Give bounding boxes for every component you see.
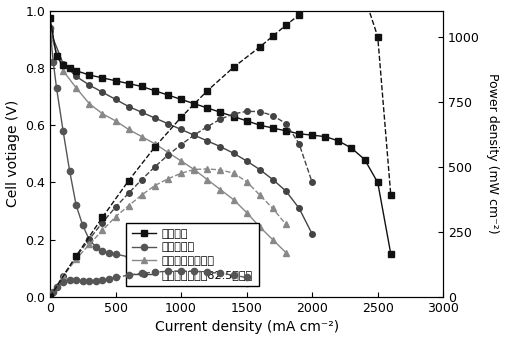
阳极中毒后 [50,60,56,64]
通入纯氮升温至82.5摄氏度 [204,139,210,143]
工作温度通入纯氮 [191,168,197,172]
通入纯氮升温至82.5摄氏度 [217,144,223,149]
Y-axis label: Cell votiage (V): Cell votiage (V) [6,100,20,207]
工作温度通入纯氮 [283,251,289,255]
Y-axis label: Power density (mW cm⁻²): Power density (mW cm⁻²) [486,73,499,234]
通入纯氮升温至82.5摄氏度 [243,159,249,163]
阳极中毒后 [204,272,210,276]
初始性能 [99,76,106,80]
工作温度通入纯氮 [165,150,171,154]
阳极中毒后 [230,278,236,282]
通入纯氮升温至82.5摄氏度 [191,133,197,137]
阳极中毒后 [191,269,197,273]
初始性能 [47,16,53,20]
通入纯氮升温至82.5摄氏度 [270,177,276,182]
通入纯氮升温至82.5摄氏度 [126,104,132,108]
工作温度通入纯氮 [204,177,210,182]
工作温度通入纯氮 [152,142,158,146]
初始性能 [322,135,328,139]
初始性能 [348,146,355,150]
初始性能 [217,110,223,114]
通入纯氮升温至82.5摄氏度 [152,116,158,120]
阳极中毒后 [178,266,184,270]
初始性能 [362,157,368,162]
初始性能 [126,82,132,86]
通入纯氮升温至82.5摄氏度 [60,62,66,66]
通入纯氮升温至82.5摄氏度 [230,151,236,155]
阳极中毒后 [80,223,86,227]
Legend: 初始性能, 阳极中毒后, 工作温度通入纯氮, 通入纯氮升温至82.5摄氏度: 初始性能, 阳极中毒后, 工作温度通入纯氮, 通入纯氮升温至82.5摄氏度 [126,223,259,286]
阳极中毒后 [152,261,158,265]
工作温度通入纯氮 [270,238,276,242]
通入纯氮升温至82.5摄氏度 [165,122,171,126]
初始性能 [283,129,289,133]
工作温度通入纯氮 [86,102,92,106]
工作温度通入纯氮 [139,135,145,139]
初始性能 [113,79,119,83]
初始性能 [191,102,197,106]
初始性能 [375,181,381,185]
初始性能 [309,133,315,137]
通入纯氮升温至82.5摄氏度 [113,97,119,101]
阳极中毒后 [113,252,119,256]
阳极中毒后 [73,203,79,207]
阳极中毒后 [47,26,53,30]
初始性能 [86,73,92,77]
通入纯氮升温至82.5摄氏度 [283,189,289,193]
初始性能 [178,97,184,101]
工作温度通入纯氮 [243,210,249,215]
阳极中毒后 [139,258,145,262]
阳极中毒后 [106,251,112,255]
阳极中毒后 [60,129,66,133]
Line: 通入纯氮升温至82.5摄氏度: 通入纯氮升温至82.5摄氏度 [47,28,315,237]
初始性能 [257,123,263,127]
通入纯氮升温至82.5摄氏度 [47,29,53,33]
通入纯氮升温至82.5摄氏度 [86,83,92,87]
Line: 阳极中毒后: 阳极中毒后 [47,24,250,286]
初始性能 [54,54,60,58]
Line: 初始性能: 初始性能 [47,15,394,257]
初始性能 [230,115,236,119]
初始性能 [335,139,341,143]
阳极中毒后 [86,238,92,242]
阳极中毒后 [99,249,106,253]
初始性能 [152,89,158,93]
通入纯氮升温至82.5摄氏度 [139,110,145,114]
初始性能 [73,69,79,73]
工作温度通入纯氮 [257,225,263,229]
阳极中毒后 [126,255,132,259]
阳极中毒后 [243,280,249,285]
通入纯氮升温至82.5摄氏度 [296,206,302,210]
通入纯氮升温至82.5摄氏度 [99,90,106,94]
初始性能 [243,119,249,123]
阳极中毒后 [54,86,60,90]
通入纯氮升温至82.5摄氏度 [73,74,79,79]
初始性能 [204,106,210,110]
初始性能 [60,63,66,67]
通入纯氮升温至82.5摄氏度 [178,128,184,132]
工作温度通入纯氮 [113,119,119,123]
工作温度通入纯氮 [217,188,223,192]
X-axis label: Current density (mA cm⁻²): Current density (mA cm⁻²) [155,320,339,335]
阳极中毒后 [165,264,171,268]
初始性能 [139,84,145,88]
工作温度通入纯氮 [178,159,184,163]
初始性能 [270,126,276,130]
工作温度通入纯氮 [47,31,53,35]
初始性能 [388,252,394,256]
初始性能 [67,66,73,70]
工作温度通入纯氮 [230,198,236,202]
阳极中毒后 [217,275,223,279]
Line: 工作温度通入纯氮: 工作温度通入纯氮 [47,30,289,256]
工作温度通入纯氮 [60,69,66,73]
初始性能 [296,132,302,136]
工作温度通入纯氮 [99,112,106,116]
通入纯氮升温至82.5摄氏度 [309,232,315,236]
通入纯氮升温至82.5摄氏度 [257,168,263,172]
阳极中毒后 [67,169,73,173]
初始性能 [165,93,171,97]
工作温度通入纯氮 [73,86,79,90]
阳极中毒后 [93,245,99,249]
工作温度通入纯氮 [126,128,132,132]
